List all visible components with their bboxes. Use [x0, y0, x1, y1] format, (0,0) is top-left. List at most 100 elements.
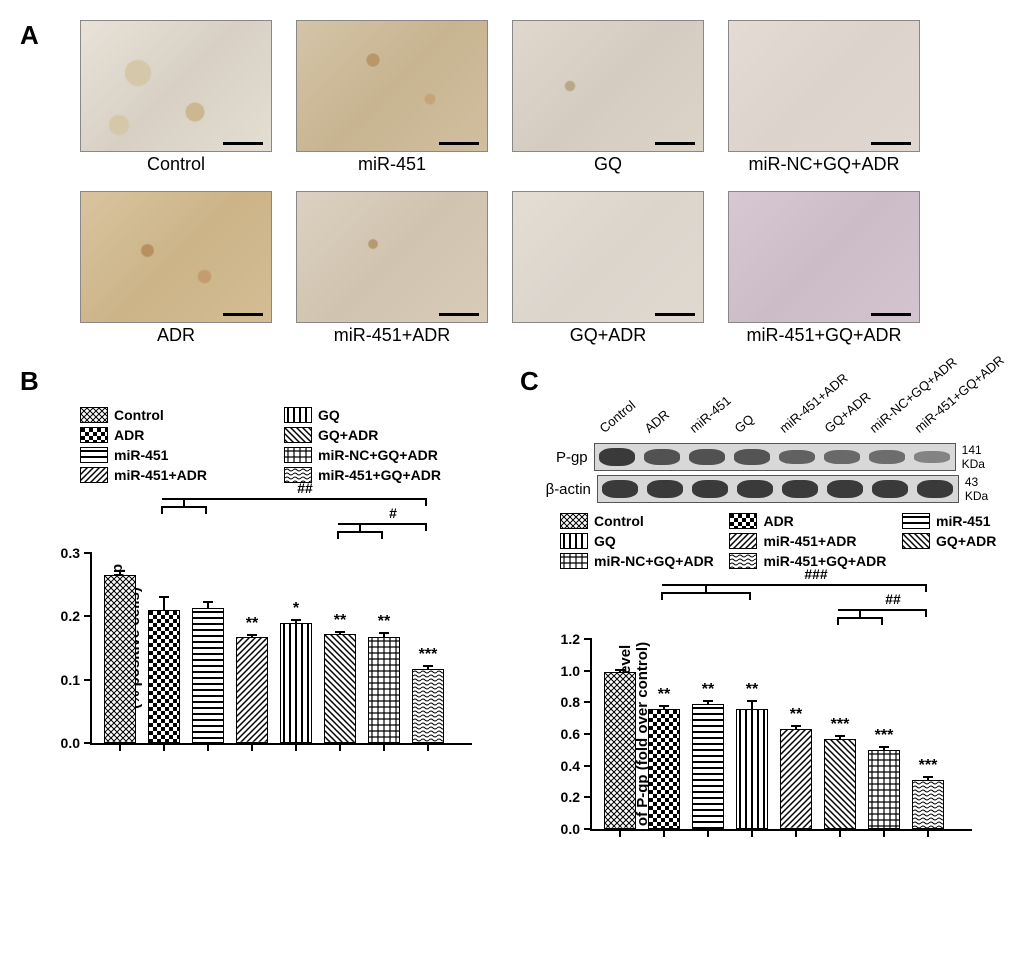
blot-size-label: 43 KDa	[965, 475, 1000, 503]
micrograph-cell: miR-451+ADR	[296, 191, 488, 356]
blot-band-cell	[868, 476, 913, 502]
legend-item: Control	[560, 513, 717, 529]
blot-band-cell	[640, 444, 685, 470]
chart-b-siglines: ###	[90, 493, 470, 553]
blot-band-cell	[910, 444, 955, 470]
significance-marker: ***	[831, 716, 850, 734]
bar	[780, 729, 812, 829]
blot-band-cell	[778, 476, 823, 502]
blot-band-cell	[820, 444, 865, 470]
legend-text: ADR	[114, 427, 144, 443]
bar	[104, 575, 136, 743]
comparison-label: ###	[804, 566, 827, 582]
legend-item: GQ+ADR	[284, 427, 500, 443]
legend-item: miR-451+GQ+ADR	[284, 467, 500, 483]
legend-text: GQ+ADR	[318, 427, 378, 443]
y-tick-label: 1.0	[561, 663, 592, 679]
y-tick-label: 0.8	[561, 694, 592, 710]
legend-swatch	[284, 427, 312, 443]
micrograph-label: miR-451+ADR	[334, 325, 451, 346]
legend-swatch	[560, 513, 588, 529]
legend-item: GQ	[284, 407, 500, 423]
legend-swatch	[284, 447, 312, 463]
micrograph-row: ControlmiR-451GQmiR-NC+GQ+ADR	[80, 20, 1000, 185]
bar	[648, 709, 680, 829]
legend-b: ControlGQADRGQ+ADRmiR-451miR-NC+GQ+ADRmi…	[80, 407, 500, 483]
y-tick-label: 1.2	[561, 631, 592, 647]
legend-text: ADR	[763, 513, 793, 529]
bar	[736, 709, 768, 829]
blot-column-labels: ControlADRmiR-451GQmiR-451+ADRGQ+ADRmiR-…	[600, 371, 1000, 441]
bar	[824, 739, 856, 829]
y-tick-label: 0.3	[61, 545, 92, 561]
panel-a-label: A	[20, 20, 39, 51]
chart-c-siglines: #####	[590, 579, 970, 639]
legend-c: ControlADRmiR-451GQmiR-451+ADRGQ+ADRmiR-…	[560, 513, 1000, 569]
y-tick-label: 0.4	[561, 758, 592, 774]
micrograph-label: GQ+ADR	[570, 325, 647, 346]
figure: A ControlmiR-451GQmiR-NC+GQ+ADRADRmiR-45…	[20, 20, 1000, 831]
significance-marker: **	[658, 686, 670, 704]
micrograph-image	[512, 191, 704, 323]
panel-b-label: B	[20, 366, 500, 397]
micrograph-label: ADR	[157, 325, 195, 346]
legend-text: GQ	[318, 407, 340, 423]
micrograph-image	[80, 20, 272, 152]
band	[869, 450, 905, 463]
bar	[604, 672, 636, 829]
band	[689, 449, 725, 465]
y-tick-label: 0.0	[561, 821, 592, 837]
band	[917, 480, 953, 498]
legend-text: miR-NC+GQ+ADR	[594, 553, 714, 569]
legend-item: miR-NC+GQ+ADR	[560, 553, 717, 569]
legend-swatch	[80, 447, 108, 463]
y-tick-label: 0.6	[561, 726, 592, 742]
blot-size-label: 141 KDa	[962, 443, 1000, 471]
legend-item: ADR	[80, 427, 266, 443]
legend-item: Control	[80, 407, 266, 423]
micrograph-cell: miR-451	[296, 20, 488, 185]
band	[779, 450, 815, 464]
legend-swatch	[729, 533, 757, 549]
significance-marker: **	[790, 706, 802, 724]
micrograph-label: miR-451+GQ+ADR	[746, 325, 901, 346]
legend-swatch	[80, 427, 108, 443]
micrograph-cell: GQ+ADR	[512, 191, 704, 356]
comparison-label: #	[389, 505, 397, 521]
y-tick-label: 0.2	[561, 789, 592, 805]
micrograph-cell: miR-451+GQ+ADR	[728, 191, 920, 356]
y-tick-label: 0.2	[61, 608, 92, 624]
bar	[868, 750, 900, 829]
blot-band-cell	[823, 476, 868, 502]
blot-strip	[597, 475, 959, 503]
micrograph-cell: Control	[80, 20, 272, 185]
legend-swatch	[902, 533, 930, 549]
significance-marker: **	[378, 613, 390, 631]
band	[914, 451, 950, 462]
micrograph-image	[80, 191, 272, 323]
blot-band-cell	[685, 444, 730, 470]
band	[599, 448, 635, 466]
legend-item: miR-451+ADR	[729, 533, 890, 549]
band	[644, 449, 680, 465]
micrograph-image	[296, 191, 488, 323]
band	[782, 480, 818, 498]
legend-item: miR-451	[902, 513, 1000, 529]
micrograph-image	[728, 191, 920, 323]
legend-text: miR-451	[936, 513, 990, 529]
bar	[412, 669, 444, 743]
legend-item: miR-451+ADR	[80, 467, 266, 483]
legend-item: GQ+ADR	[902, 533, 1000, 549]
band	[734, 449, 770, 465]
band	[692, 480, 728, 498]
legend-swatch	[560, 533, 588, 549]
blot-band-cell	[688, 476, 733, 502]
legend-item: miR-451	[80, 447, 266, 463]
micrograph-image	[728, 20, 920, 152]
legend-swatch	[560, 553, 588, 569]
blot-row: P-gp141 KDa	[540, 443, 1000, 471]
micrograph-label: miR-NC+GQ+ADR	[748, 154, 899, 175]
bar	[280, 623, 312, 743]
significance-marker: **	[334, 612, 346, 630]
bottom-panels: B Control GQ ADR GQ+ADR miR-451 miR-NC+GQ+ADR…	[20, 366, 1000, 831]
